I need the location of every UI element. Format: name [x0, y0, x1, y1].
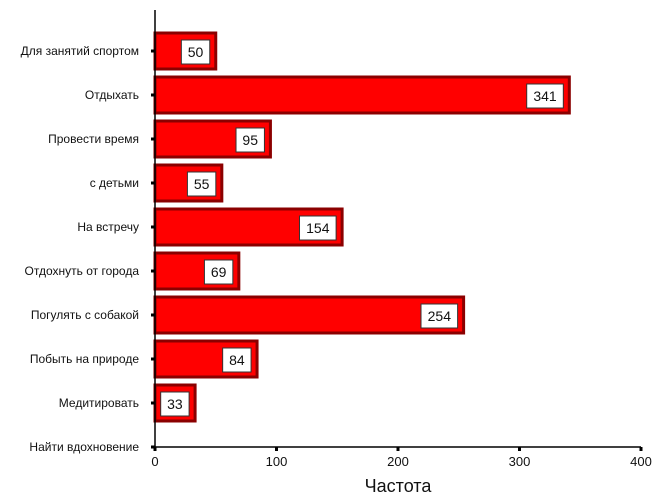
x-axis: 0 100 200 300 400 [151, 447, 651, 469]
category-labels: Для занятий спортом Отдыхать Провести врем… [21, 44, 140, 454]
y-tick-mark [151, 50, 155, 53]
category-label: Провести время [48, 132, 139, 146]
y-tick-mark [151, 226, 155, 229]
x-tick-label: 0 [151, 454, 158, 469]
value-label: 33 [167, 396, 183, 412]
category-label: Погулять с собакой [31, 308, 139, 322]
y-tick-mark [151, 402, 155, 405]
y-tick-mark [151, 358, 155, 361]
y-axis [151, 10, 155, 449]
x-tick-label: 400 [630, 454, 652, 469]
x-tick-label: 300 [509, 454, 531, 469]
category-label: Найти вдохновение [29, 440, 139, 454]
category-label: с детьми [90, 176, 139, 190]
x-tick-label: 100 [266, 454, 288, 469]
x-tick-mark [640, 447, 643, 451]
value-label: 341 [533, 88, 557, 104]
x-tick-mark [518, 447, 521, 451]
x-axis-title: Частота [365, 476, 433, 496]
bar [155, 297, 464, 333]
value-label: 95 [242, 132, 258, 148]
x-tick-mark [154, 447, 157, 451]
y-tick-mark [151, 182, 155, 185]
y-tick-mark [151, 314, 155, 317]
y-tick-mark [151, 94, 155, 97]
y-tick-mark [151, 270, 155, 273]
x-tick-mark [397, 447, 400, 451]
category-label: На встречу [77, 220, 139, 234]
value-label: 55 [194, 176, 210, 192]
value-label: 50 [188, 44, 204, 60]
x-tick-label: 200 [387, 454, 409, 469]
bars-group [155, 33, 569, 421]
value-label: 254 [428, 308, 452, 324]
category-label: Отдохнуть от города [25, 264, 140, 278]
category-label: Отдыхать [85, 88, 139, 102]
bar [155, 77, 569, 113]
value-label: 84 [229, 352, 245, 368]
category-label: Медитировать [59, 396, 139, 410]
value-label: 154 [306, 220, 330, 236]
x-tick-mark [275, 447, 278, 451]
value-label: 69 [211, 264, 227, 280]
category-label: Для занятий спортом [21, 44, 139, 58]
y-tick-mark [151, 138, 155, 141]
category-label: Побыть на природе [30, 352, 139, 366]
